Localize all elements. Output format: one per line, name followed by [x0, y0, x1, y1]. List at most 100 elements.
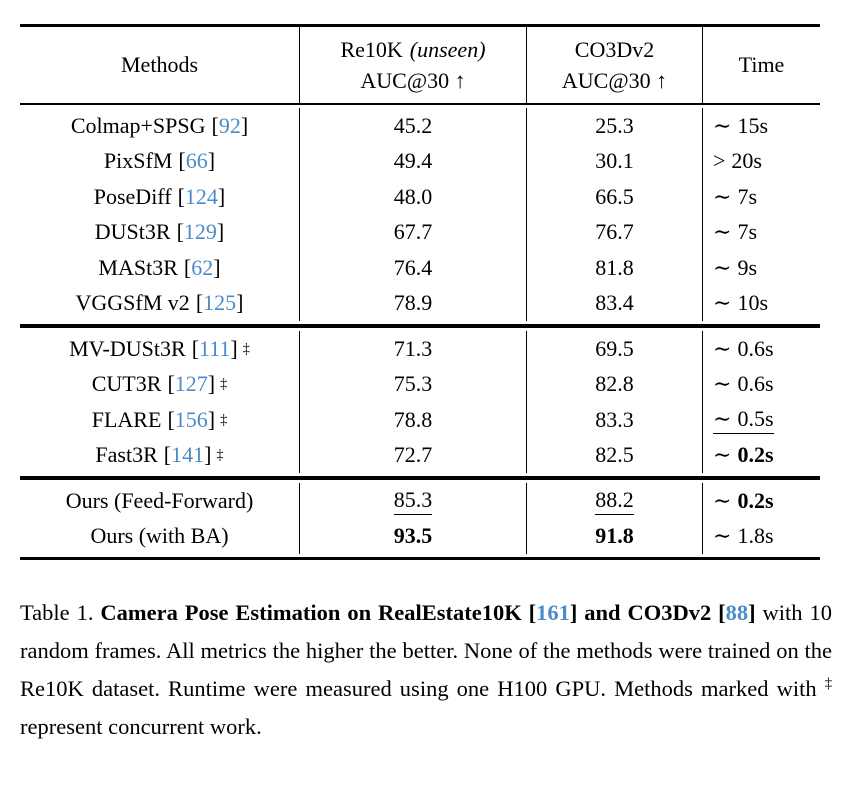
metric-value: 82.5 — [595, 442, 634, 468]
method-cell: MASt3R[62] — [20, 250, 300, 286]
time-cell: ∼ 1.8s — [703, 519, 820, 555]
approx-symbol: ∼ — [713, 523, 732, 549]
citation-link[interactable]: 124 — [184, 183, 218, 209]
approx-symbol: ∼ — [713, 183, 732, 209]
time-cell: ∼ 10s — [703, 286, 820, 322]
cite-bracket-close: ] — [207, 406, 216, 432]
time-value: ∼ 7s — [713, 184, 757, 210]
time-cell: ∼ 7s — [703, 215, 820, 251]
time-value: ∼ 9s — [713, 255, 757, 281]
time-value: ∼ 0.2s — [713, 488, 774, 514]
method-cell: PixSfM[66] — [20, 143, 300, 179]
cite-bracket-close: ] — [216, 219, 225, 245]
metric-value: 30.1 — [595, 148, 634, 174]
header-re10k-name: Re10K — [340, 37, 403, 62]
method-name: PixSfM — [103, 148, 173, 174]
method-name: Ours (Feed-Forward) — [65, 487, 254, 513]
re10k-auc-cell: 85.3 — [300, 483, 527, 519]
caption-text: ] and CO3Dv2 [ — [569, 600, 726, 625]
table-row: MV-DUSt3R[111] ‡ 71.3 69.5 ∼ 0.6s — [20, 331, 820, 367]
citation-link[interactable]: 111 — [199, 335, 231, 361]
cite-bracket-open: [ — [211, 112, 219, 138]
cite-bracket-close: ] — [236, 290, 244, 316]
method-cell: Colmap+SPSG[92] — [20, 108, 300, 144]
approx-symbol: ∼ — [713, 371, 732, 397]
table-caption: Table 1. Camera Pose Estimation on RealE… — [20, 594, 832, 746]
header-co3dv2-metric: AUC@30 ↑ — [561, 68, 668, 93]
time-number: 1.8s — [737, 523, 774, 549]
table-row: DUSt3R[129] 67.7 76.7 ∼ 7s — [20, 214, 820, 251]
method-cell: PoseDiff[124] — [20, 179, 300, 215]
method-cell: MV-DUSt3R[111] ‡ — [20, 331, 300, 367]
metric-value: 83.4 — [595, 290, 634, 316]
method-name: MV-DUSt3R — [69, 335, 186, 361]
time-number: 0.5s — [737, 405, 774, 431]
metric-value: 48.0 — [393, 183, 433, 209]
citation-link[interactable]: 156 — [174, 406, 208, 432]
metric-value: 82.8 — [595, 371, 634, 397]
metric-value: 78.9 — [393, 290, 433, 316]
time-value: ∼ 0.5s — [713, 406, 774, 434]
cite-bracket-close: ] — [207, 371, 216, 397]
time-cell: ∼ 0.6s — [703, 331, 820, 367]
header-methods-label: Methods — [121, 52, 198, 77]
citation-link[interactable]: 92 — [218, 112, 241, 138]
method-cell: DUSt3R[129] — [20, 214, 300, 250]
time-number: 0.6s — [737, 371, 774, 397]
time-value: ∼ 10s — [713, 290, 768, 316]
header-co3dv2: CO3Dv2 AUC@30 ↑ — [527, 27, 703, 103]
citation-link[interactable]: 129 — [183, 219, 217, 245]
method-name: Colmap+SPSG — [70, 112, 206, 138]
citation-link[interactable]: 127 — [174, 371, 208, 397]
time-cell: ∼ 0.2s — [703, 438, 820, 474]
co3dv2-auc-cell: 69.5 — [527, 331, 703, 367]
caption-citation-link[interactable]: 161 — [536, 600, 570, 625]
approx-symbol: ∼ — [713, 442, 732, 468]
co3dv2-auc-cell: 82.8 — [527, 366, 703, 402]
metric-value: 91.8 — [595, 523, 634, 549]
citation-link[interactable]: 141 — [171, 442, 205, 468]
citation-link[interactable]: 62 — [191, 254, 214, 280]
re10k-auc-cell: 71.3 — [300, 331, 527, 367]
approx-symbol: ∼ — [713, 290, 732, 316]
co3dv2-auc-cell: 82.5 — [527, 437, 703, 473]
approx-symbol: ∼ — [713, 219, 732, 245]
time-number: 15s — [737, 112, 768, 138]
time-value: >20s — [713, 148, 762, 174]
re10k-auc-cell: 49.4 — [300, 143, 527, 179]
metric-value: 72.7 — [393, 442, 433, 468]
time-cell: ∼ 0.6s — [703, 367, 820, 403]
header-methods: Methods — [20, 27, 300, 103]
method-cell: Fast3R[141] ‡ — [20, 437, 300, 473]
co3dv2-auc-cell: 76.7 — [527, 214, 703, 250]
results-table: Methods Re10K (unseen) AUC@30 ↑ CO3Dv2 AU… — [20, 24, 820, 560]
citation-link[interactable]: 66 — [185, 148, 208, 174]
table-row: CUT3R[127] ‡ 75.3 82.8 ∼ 0.6s — [20, 366, 820, 403]
citation-link[interactable]: 125 — [203, 290, 237, 316]
method-cell: Ours (Feed-Forward) — [20, 483, 300, 519]
time-value: ∼ 0.6s — [713, 371, 774, 397]
time-number: 20s — [731, 148, 762, 174]
metric-value: 78.8 — [393, 406, 433, 432]
table-bottom-rule — [20, 557, 820, 560]
metric-value: 75.3 — [393, 371, 433, 397]
method-name: Fast3R — [95, 442, 158, 468]
time-value: ∼ 15s — [713, 113, 768, 139]
caption-text: with 10 random frames. All metrics the h… — [20, 600, 832, 701]
table-top-rule — [20, 24, 820, 27]
re10k-auc-cell: 45.2 — [300, 108, 527, 144]
re10k-auc-cell: 75.3 — [300, 366, 527, 402]
caption-citation-link[interactable]: 88 — [725, 600, 749, 625]
cite-bracket-open: [ — [191, 335, 200, 361]
section-ours: Ours (Feed-Forward) 85.3 88.2 ∼ 0.2s Ours (wi… — [20, 480, 820, 557]
time-value: ∼ 1.8s — [713, 523, 774, 549]
table-row: Colmap+SPSG[92] 45.2 25.3 ∼ 15s — [20, 108, 820, 144]
table-row: Ours (with BA) 93.5 91.8 ∼ 1.8s — [20, 518, 820, 555]
header-re10k-unseen-note: (unseen) — [409, 37, 486, 62]
metric-value: 49.4 — [393, 148, 433, 174]
approx-symbol: ∼ — [713, 335, 732, 361]
header-re10k: Re10K (unseen) AUC@30 ↑ — [300, 27, 527, 103]
time-value: ∼ 0.2s — [713, 442, 774, 468]
cite-bracket-close: ] — [204, 442, 212, 468]
method-name: FLARE — [91, 406, 162, 432]
